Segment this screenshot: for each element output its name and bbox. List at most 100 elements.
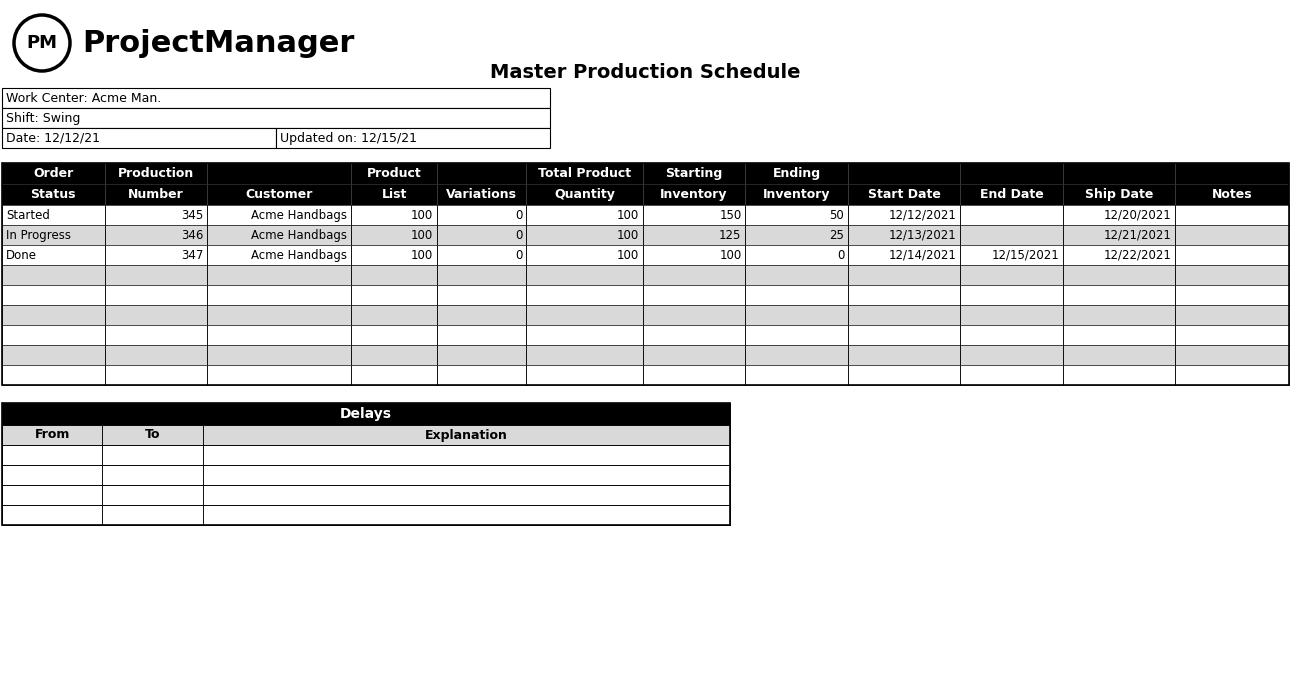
Text: Customer: Customer: [245, 188, 312, 201]
Text: 25: 25: [829, 229, 844, 242]
Bar: [203, 425, 729, 445]
Bar: [208, 245, 351, 265]
Text: Delays: Delays: [340, 407, 392, 421]
Bar: [105, 365, 208, 385]
Bar: [643, 345, 745, 365]
Text: 125: 125: [719, 229, 741, 242]
Bar: [351, 285, 438, 305]
Bar: [105, 225, 208, 245]
Bar: [1175, 225, 1288, 245]
Bar: [102, 505, 203, 525]
Bar: [3, 205, 1288, 225]
Bar: [1175, 184, 1288, 205]
Bar: [438, 184, 527, 205]
Text: 12/14/2021: 12/14/2021: [888, 249, 957, 262]
Bar: [961, 265, 1062, 285]
Text: Updated on: 12/15/21: Updated on: 12/15/21: [280, 132, 417, 145]
Text: List: List: [382, 188, 407, 201]
Bar: [351, 225, 438, 245]
Text: Master Production Schedule: Master Production Schedule: [489, 62, 800, 82]
Text: Quantity: Quantity: [554, 188, 615, 201]
Text: 347: 347: [181, 249, 204, 262]
Bar: [438, 305, 527, 325]
Bar: [961, 245, 1062, 265]
Bar: [848, 184, 961, 205]
Text: Done: Done: [6, 249, 37, 262]
Bar: [3, 505, 102, 525]
Bar: [438, 163, 527, 184]
Text: 0: 0: [515, 208, 523, 221]
Bar: [961, 365, 1062, 385]
Bar: [961, 325, 1062, 345]
Bar: [3, 365, 1288, 385]
Bar: [208, 365, 351, 385]
Bar: [351, 184, 438, 205]
Text: 100: 100: [411, 249, 434, 262]
Bar: [203, 445, 729, 465]
Bar: [527, 205, 643, 225]
Text: Number: Number: [128, 188, 183, 201]
Bar: [208, 345, 351, 365]
Bar: [745, 365, 848, 385]
Bar: [203, 485, 729, 505]
Bar: [527, 163, 643, 184]
Text: Variations: Variations: [447, 188, 518, 201]
Bar: [643, 285, 745, 305]
Bar: [438, 205, 527, 225]
Bar: [3, 225, 105, 245]
Bar: [961, 345, 1062, 365]
Text: 12/15/2021: 12/15/2021: [991, 249, 1059, 262]
Bar: [3, 285, 1288, 305]
Bar: [745, 184, 848, 205]
Text: 12/20/2021: 12/20/2021: [1104, 208, 1171, 221]
Bar: [527, 265, 643, 285]
Text: Acme Handbags: Acme Handbags: [252, 229, 347, 242]
Bar: [438, 225, 527, 245]
Text: Starting: Starting: [665, 167, 723, 180]
Text: Acme Handbags: Acme Handbags: [252, 208, 347, 221]
Text: Notes: Notes: [1212, 188, 1252, 201]
Bar: [105, 184, 208, 205]
Bar: [527, 365, 643, 385]
Bar: [1062, 184, 1175, 205]
Bar: [745, 205, 848, 225]
Bar: [3, 465, 102, 485]
Text: 100: 100: [617, 249, 639, 262]
Bar: [643, 365, 745, 385]
Bar: [3, 108, 550, 128]
Text: 100: 100: [411, 229, 434, 242]
Bar: [1175, 345, 1288, 365]
Bar: [105, 265, 208, 285]
Bar: [643, 184, 745, 205]
Bar: [3, 425, 729, 445]
Text: 12/12/2021: 12/12/2021: [888, 208, 957, 221]
Bar: [351, 265, 438, 285]
Bar: [105, 345, 208, 365]
Bar: [208, 265, 351, 285]
Bar: [3, 465, 729, 485]
Text: Order: Order: [34, 167, 74, 180]
Bar: [3, 403, 729, 425]
Bar: [438, 345, 527, 365]
Bar: [961, 184, 1062, 205]
Bar: [1175, 325, 1288, 345]
Text: End Date: End Date: [980, 188, 1043, 201]
Bar: [1062, 305, 1175, 325]
Bar: [643, 163, 745, 184]
Bar: [3, 163, 1288, 385]
Text: 346: 346: [181, 229, 204, 242]
Bar: [102, 425, 203, 445]
Bar: [848, 245, 961, 265]
Bar: [3, 205, 105, 225]
Bar: [527, 184, 643, 205]
Bar: [3, 445, 729, 465]
Bar: [203, 465, 729, 485]
Text: Ship Date: Ship Date: [1084, 188, 1153, 201]
Bar: [3, 88, 550, 108]
Text: PM: PM: [27, 34, 58, 52]
Bar: [351, 163, 438, 184]
Bar: [527, 225, 643, 245]
Bar: [527, 325, 643, 345]
Text: To: To: [145, 429, 160, 442]
Bar: [3, 265, 1288, 285]
